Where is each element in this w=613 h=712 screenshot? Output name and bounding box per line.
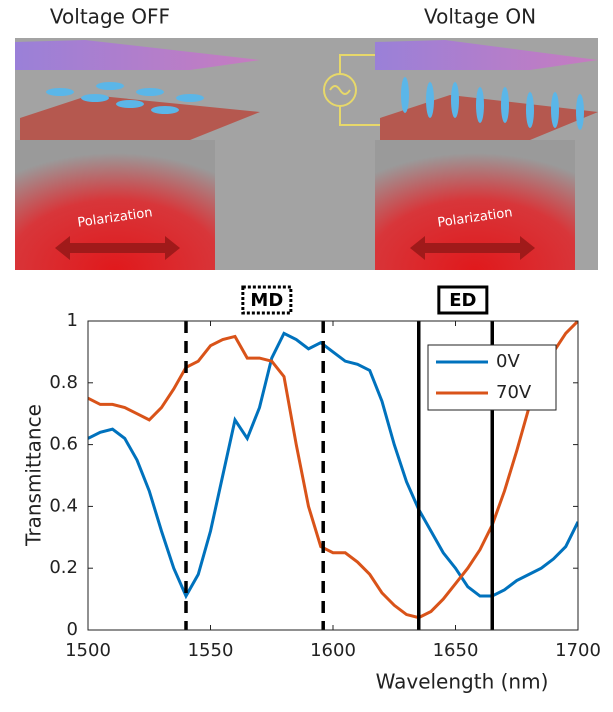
page: {"illustration": {"left_title": "Voltage… <box>0 0 613 712</box>
legend-label: 0V <box>496 351 520 372</box>
x-tick-label: 1600 <box>310 640 356 661</box>
y-tick-label: 1 <box>67 310 78 331</box>
annotation-label: MD <box>250 290 283 311</box>
figure: Polarization Polarization Voltage OFF Vo… <box>0 0 613 708</box>
x-axis-label: Wavelength (nm) <box>376 670 549 694</box>
x-tick-label: 1550 <box>188 640 234 661</box>
y-tick-label: 0 <box>67 619 78 640</box>
legend-label: 70V <box>496 382 532 403</box>
annotation-label: ED <box>449 290 476 311</box>
y-tick-label: 0.6 <box>49 434 78 455</box>
y-axis-label: Transmittance <box>22 404 46 547</box>
y-tick-label: 0.8 <box>49 372 78 393</box>
panel-title: Voltage ON <box>424 5 536 29</box>
legend-box <box>428 345 556 410</box>
y-tick-label: 0.2 <box>49 557 78 578</box>
x-tick-label: 1500 <box>65 640 111 661</box>
x-tick-label: 1700 <box>555 640 601 661</box>
panel-title: Voltage OFF <box>50 5 170 29</box>
y-tick-label: 0.4 <box>49 495 78 516</box>
illustration: Polarization Polarization Voltage OFF Vo… <box>15 5 598 271</box>
x-tick-label: 1650 <box>433 640 479 661</box>
